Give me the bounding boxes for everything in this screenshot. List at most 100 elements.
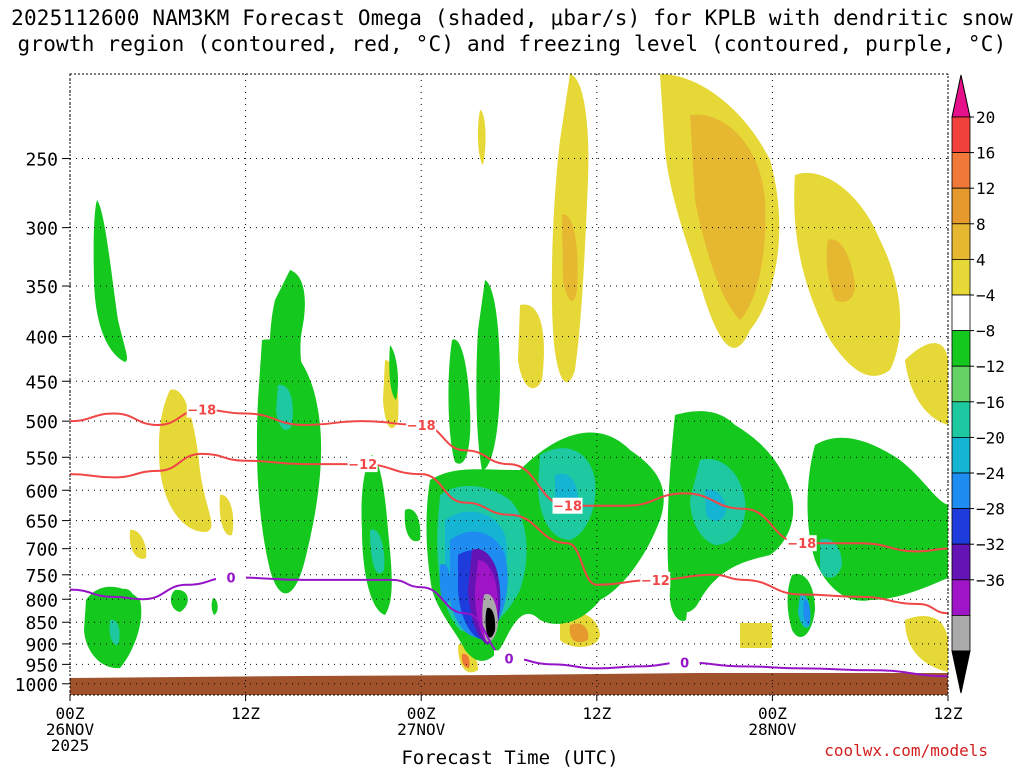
contour-label-bg	[669, 654, 700, 671]
contour-label: −12	[348, 458, 377, 473]
y-tick-label: 500	[25, 412, 58, 433]
colorbar-swatch	[951, 543, 971, 581]
contour-label: −12	[641, 574, 670, 589]
colorbar-label: −4	[976, 286, 995, 305]
x-tick-label: 2025	[51, 736, 90, 755]
contour-label: 0	[504, 652, 513, 667]
omega-region	[211, 598, 218, 615]
contour-label-bg	[786, 535, 817, 552]
x-tick-label: 26NOV	[46, 720, 95, 739]
chart-title-line2: growth region (contoured, red, °C) and f…	[17, 32, 1007, 56]
omega-region	[129, 529, 147, 559]
colorbar-top-arrow	[951, 74, 971, 118]
colorbar-label: −20	[976, 428, 1005, 447]
omega-region	[807, 437, 948, 601]
colorbar-swatch	[951, 579, 971, 616]
x-tick-label: 28NOV	[748, 720, 797, 739]
contour-label-bg	[347, 456, 378, 473]
y-tick-label: 550	[25, 448, 58, 469]
omega-region	[461, 653, 470, 668]
contour-label-bg	[552, 497, 583, 514]
y-tick-label: 400	[25, 328, 58, 349]
omega-region	[803, 599, 811, 626]
omega-region	[905, 616, 948, 672]
x-tick-label: 27NOV	[397, 720, 446, 739]
contour-label: 0	[226, 571, 235, 586]
omega-region	[109, 619, 120, 646]
y-tick-label: 250	[25, 150, 58, 171]
y-tick-label: 750	[25, 566, 58, 587]
contour-label-bg	[494, 650, 524, 667]
x-tick-label: 00Z	[407, 704, 436, 723]
colorbar-swatch	[951, 615, 971, 652]
y-tick-label: 900	[25, 635, 58, 656]
contour-label: −18	[787, 537, 816, 552]
colorbar-label: 8	[976, 215, 986, 234]
colorbar-label: −28	[976, 500, 1005, 519]
colorbar-swatch	[951, 294, 971, 331]
contour-label-bg	[186, 401, 217, 418]
omega-region	[389, 345, 398, 400]
colorbar-swatch	[951, 508, 971, 545]
contour-lines: −18 −18 −18 −18 −12 −12 0 0 0	[69, 401, 949, 678]
x-tick-label: 12Z	[582, 704, 611, 723]
y-tick-label: 950	[25, 655, 58, 676]
y-tick-label: 700	[25, 540, 58, 561]
omega-region	[276, 384, 293, 430]
colorbar-swatch	[951, 116, 971, 153]
omega-region	[404, 509, 421, 542]
y-axis-ticks: 2503003504004505005506006507007508008509…	[15, 150, 70, 696]
omega-region	[370, 529, 385, 574]
chart-title-line1: 2025112600 NAM3KM Forecast Omega (shaded…	[11, 6, 1013, 30]
x-tick-label: 12Z	[934, 704, 963, 723]
colorbar-swatch	[951, 472, 971, 509]
omega-region	[569, 623, 589, 643]
omega-region	[219, 494, 234, 536]
omega-region	[256, 339, 322, 594]
y-tick-label: 300	[25, 219, 58, 240]
omega-region	[705, 489, 726, 522]
omega-region	[117, 588, 135, 612]
contour-label-bg	[406, 416, 437, 433]
contour-label: −18	[187, 404, 216, 419]
omega-region	[820, 538, 842, 578]
contour-label: −18	[407, 419, 436, 434]
colorbar-swatch	[951, 187, 971, 225]
omega-shading	[84, 74, 948, 673]
omega-region	[740, 623, 772, 648]
omega-region	[905, 343, 948, 425]
y-tick-label: 450	[25, 372, 58, 393]
x-tick-label: 00Z	[758, 704, 787, 723]
colorbar-label: 16	[976, 144, 995, 163]
y-tick-label: 800	[25, 590, 58, 611]
omega-region	[170, 589, 188, 612]
omega-region	[826, 239, 855, 302]
colorbar-label: −24	[976, 464, 1005, 483]
colorbar-label: −36	[976, 571, 1005, 590]
colorbar-swatch	[951, 223, 971, 260]
colorbar-swatch	[951, 365, 971, 403]
contour-label-bg	[640, 571, 671, 588]
omega-region	[93, 200, 128, 362]
colorbar-label: −8	[976, 322, 995, 341]
omega-region	[669, 589, 687, 621]
omega-region	[158, 389, 212, 532]
y-tick-label: 350	[25, 277, 58, 298]
colorbar-label: −32	[976, 535, 1005, 554]
omega-region	[476, 280, 500, 470]
omega-region	[690, 114, 766, 320]
x-tick-label: 00Z	[56, 704, 85, 723]
colorbar-swatch	[951, 330, 971, 367]
x-axis-label: Forecast Time (UTC)	[401, 747, 618, 768]
colorbar-bottom-arrow	[951, 650, 971, 694]
colorbar-swatch	[951, 401, 971, 438]
colorbar-label: 4	[976, 250, 986, 269]
colorbar-label: −16	[976, 393, 1005, 412]
y-tick-label: 650	[25, 512, 58, 533]
credit-text: coolwx.com/models	[824, 741, 988, 760]
x-tick-label: 12Z	[231, 704, 260, 723]
colorbar-label: 20	[976, 108, 995, 127]
colorbar-swatch	[951, 436, 971, 474]
